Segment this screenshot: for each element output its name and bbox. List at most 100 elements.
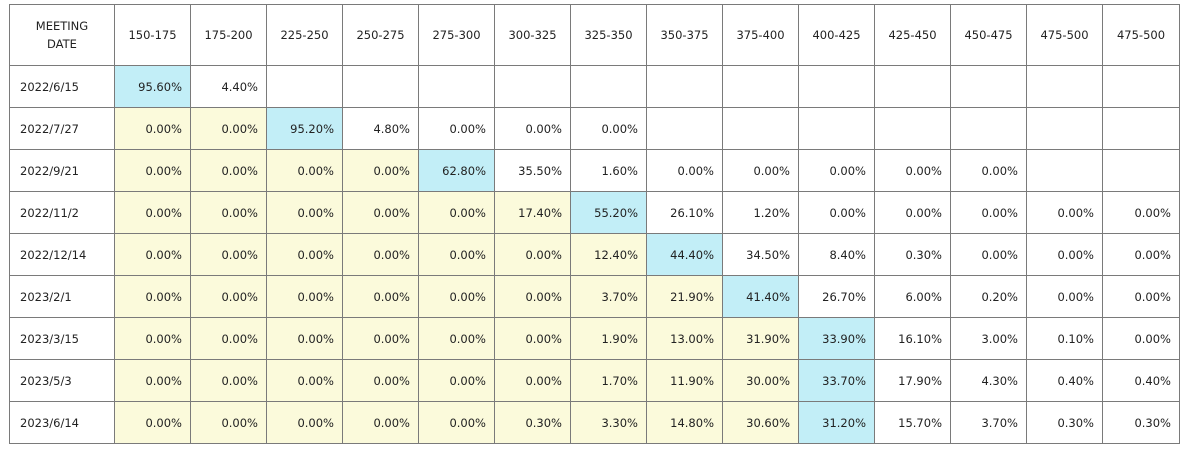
table-row: 2023/2/1 0.00% 0.00% 0.00% 0.00% 0.00% 0.00% 3.… [9, 275, 1180, 318]
probability-cell: 0.00% [342, 317, 419, 360]
probability-cell: 0.00% [494, 359, 571, 402]
probability-cell [1102, 149, 1180, 192]
probability-cell [798, 65, 875, 108]
table-row: 2022/12/14 0.00% 0.00% 0.00% 0.00% 0.00% 0.00%… [9, 233, 1180, 276]
probability-cell: 55.20% [570, 191, 647, 234]
probability-cell: 0.00% [342, 275, 419, 318]
probability-cell [1026, 65, 1103, 108]
table-body: 2022/6/15 95.60% 4.40% 2022/7/27 0.00% 0.00% 9… [9, 65, 1180, 444]
column-header: 425-450 [874, 4, 951, 66]
probability-cell [798, 107, 875, 150]
probability-cell: 0.00% [114, 317, 191, 360]
probability-cell [722, 65, 799, 108]
probability-cell: 0.00% [798, 191, 875, 234]
probability-cell: 0.00% [190, 401, 267, 444]
probability-cell: 0.00% [266, 191, 343, 234]
probability-cell: 3.00% [950, 317, 1027, 360]
probability-cell: 17.40% [494, 191, 571, 234]
probability-cell: 0.00% [418, 359, 495, 402]
probability-cell: 0.00% [418, 191, 495, 234]
meeting-date-cell: 2022/7/27 [9, 107, 115, 150]
probability-cell: 12.40% [570, 233, 647, 276]
column-header: 350-375 [646, 4, 723, 66]
probability-cell: 0.00% [342, 191, 419, 234]
probability-cell: 0.00% [114, 359, 191, 402]
probability-cell [1102, 107, 1180, 150]
probability-cell [646, 107, 723, 150]
probability-cell: 34.50% [722, 233, 799, 276]
probability-cell: 0.10% [1026, 317, 1103, 360]
probability-cell [950, 107, 1027, 150]
probability-cell: 0.00% [266, 149, 343, 192]
meeting-date-cell: 2022/6/15 [9, 65, 115, 108]
probability-cell: 3.30% [570, 401, 647, 444]
probability-cell: 0.00% [722, 149, 799, 192]
probability-cell [418, 65, 495, 108]
column-header: 325-350 [570, 4, 647, 66]
probability-cell: 0.00% [190, 149, 267, 192]
table-row: 2023/5/3 0.00% 0.00% 0.00% 0.00% 0.00% 0.00% 1.… [9, 359, 1180, 402]
probability-cell [342, 65, 419, 108]
probability-cell: 0.30% [1026, 401, 1103, 444]
probability-cell: 0.00% [494, 233, 571, 276]
probability-cell: 0.00% [266, 233, 343, 276]
probability-cell: 14.80% [646, 401, 723, 444]
probability-cell: 35.50% [494, 149, 571, 192]
probability-cell: 0.00% [874, 149, 951, 192]
probability-cell: 0.40% [1102, 359, 1180, 402]
probability-cell: 0.00% [266, 317, 343, 360]
column-header: 225-250 [266, 4, 343, 66]
probability-cell [874, 107, 951, 150]
probability-cell: 0.00% [570, 107, 647, 150]
probability-cell: 0.00% [266, 275, 343, 318]
meeting-date-cell: 2022/12/14 [9, 233, 115, 276]
probability-cell: 0.00% [418, 275, 495, 318]
probability-cell [874, 65, 951, 108]
probability-cell: 95.60% [114, 65, 191, 108]
probability-cell: 0.30% [874, 233, 951, 276]
column-header: 275-300 [418, 4, 495, 66]
meeting-date-cell: 2022/11/2 [9, 191, 115, 234]
probability-cell: 0.00% [190, 359, 267, 402]
probability-cell: 26.70% [798, 275, 875, 318]
probability-cell: 11.90% [646, 359, 723, 402]
probability-cell [570, 65, 647, 108]
probability-cell: 0.00% [190, 233, 267, 276]
probability-cell: 16.10% [874, 317, 951, 360]
column-header: 375-400 [722, 4, 799, 66]
probability-cell: 30.60% [722, 401, 799, 444]
probability-cell [1026, 149, 1103, 192]
probability-cell: 0.00% [190, 107, 267, 150]
probability-cell: 0.00% [418, 233, 495, 276]
probability-cell: 0.00% [1102, 233, 1180, 276]
probability-cell: 3.70% [570, 275, 647, 318]
probability-cell: 0.00% [266, 401, 343, 444]
probability-cell: 4.80% [342, 107, 419, 150]
table-row: 2023/3/15 0.00% 0.00% 0.00% 0.00% 0.00% 0.00% 1… [9, 317, 1180, 360]
probability-cell: 0.30% [494, 401, 571, 444]
probability-cell: 0.00% [494, 317, 571, 360]
probability-cell: 4.40% [190, 65, 267, 108]
probability-cell: 33.90% [798, 317, 875, 360]
probability-cell: 95.20% [266, 107, 343, 150]
probability-cell: 0.00% [342, 359, 419, 402]
meeting-date-cell: 2023/6/14 [9, 401, 115, 444]
probability-cell: 0.00% [1102, 317, 1180, 360]
probability-cell: 1.90% [570, 317, 647, 360]
probability-cell: 0.40% [1026, 359, 1103, 402]
probability-cell: 17.90% [874, 359, 951, 402]
probability-cell: 41.40% [722, 275, 799, 318]
probability-cell [646, 65, 723, 108]
table-row: 2022/11/2 0.00% 0.00% 0.00% 0.00% 0.00% 17.40%… [9, 191, 1180, 234]
probability-cell: 44.40% [646, 233, 723, 276]
probability-cell: 0.00% [342, 233, 419, 276]
table-row: 2022/9/21 0.00% 0.00% 0.00% 0.00% 62.80% 35.50… [9, 149, 1180, 192]
probability-cell: 33.70% [798, 359, 875, 402]
probability-cell: 1.60% [570, 149, 647, 192]
probability-cell: 0.00% [950, 149, 1027, 192]
column-header: 450-475 [950, 4, 1027, 66]
probability-cell: 0.00% [798, 149, 875, 192]
table-row: 2022/6/15 95.60% 4.40% [9, 65, 1180, 108]
probability-cell: 31.90% [722, 317, 799, 360]
meeting-date-cell: 2022/9/21 [9, 149, 115, 192]
